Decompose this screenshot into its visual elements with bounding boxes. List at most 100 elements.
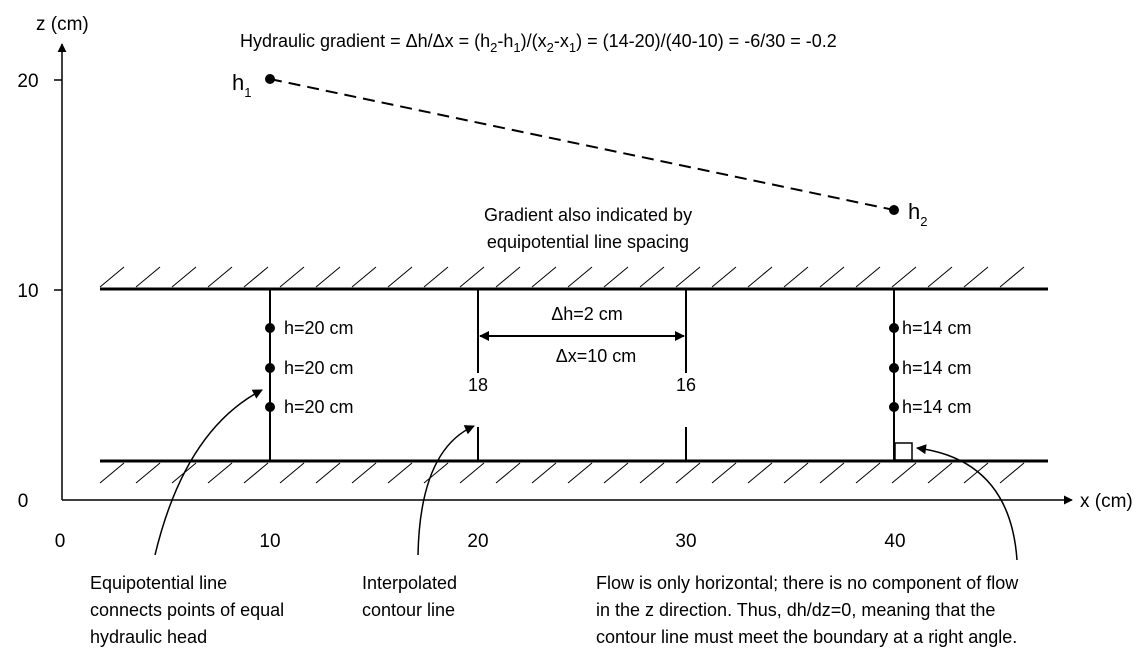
hatch-stroke xyxy=(963,462,989,484)
hatch-stroke xyxy=(747,266,773,288)
top-boundary-hatch xyxy=(99,266,1025,288)
x-tick-label: 10 xyxy=(259,531,280,552)
hatch-stroke xyxy=(423,462,449,484)
hatch-stroke xyxy=(819,266,845,288)
head-label: h=20 cm xyxy=(284,358,354,378)
x-tick-label: 40 xyxy=(884,531,905,552)
head-label: h=20 cm xyxy=(284,397,354,417)
flow-annotation: contour line must meet the boundary at a… xyxy=(596,627,1017,647)
z-tick-label: 20 xyxy=(17,71,38,92)
hatch-stroke xyxy=(171,266,197,288)
hatch-stroke xyxy=(135,266,161,288)
hatch-stroke xyxy=(243,462,269,484)
hatch-stroke xyxy=(603,462,629,484)
hatch-stroke xyxy=(999,266,1025,288)
hatch-stroke xyxy=(603,266,629,288)
hatch-stroke xyxy=(819,462,845,484)
h2-point xyxy=(889,205,899,215)
hatch-stroke xyxy=(711,266,737,288)
z-tick-label: 10 xyxy=(17,281,38,302)
z-tick-label: 0 xyxy=(18,491,29,512)
head-point xyxy=(889,402,899,412)
hatch-stroke xyxy=(207,462,233,484)
hatch-stroke xyxy=(279,266,305,288)
contour-value: 16 xyxy=(676,375,696,395)
x-axis-label: x (cm) xyxy=(1080,491,1133,512)
hatch-stroke xyxy=(387,462,413,484)
hatch-stroke xyxy=(783,266,809,288)
hatch-stroke xyxy=(855,462,881,484)
hatch-stroke xyxy=(207,266,233,288)
equipotential-annotation: Equipotential line xyxy=(90,573,227,593)
gradient-equation: Hydraulic gradient = Δh/Δx = (h2-h1)/(x2… xyxy=(240,31,837,55)
right-angle-marker xyxy=(894,442,913,461)
hatch-stroke xyxy=(675,266,701,288)
hatch-stroke xyxy=(711,462,737,484)
z-axis-label: z (cm) xyxy=(36,14,89,35)
hatch-stroke xyxy=(99,462,125,484)
interpolated-annotation: contour line xyxy=(362,600,455,620)
hatch-stroke xyxy=(639,266,665,288)
hatch-stroke xyxy=(855,266,881,288)
spacing-note: equipotential line spacing xyxy=(487,232,689,252)
h2-label: h2 xyxy=(908,199,927,229)
flow-annotation: Flow is only horizontal; there is no com… xyxy=(596,573,1019,593)
hatch-stroke xyxy=(747,462,773,484)
x-tick-label: 0 xyxy=(55,531,66,552)
hatch-stroke xyxy=(567,266,593,288)
hatch-stroke xyxy=(315,266,341,288)
hatch-stroke xyxy=(891,462,917,484)
head-point xyxy=(889,363,899,373)
hatch-stroke xyxy=(351,462,377,484)
hatch-stroke xyxy=(639,462,665,484)
spacing-note: Gradient also indicated by xyxy=(484,205,692,225)
interpolated-pointer-arrow xyxy=(417,425,475,556)
hatch-stroke xyxy=(567,462,593,484)
bottom-boundary-hatch xyxy=(99,462,1025,484)
head-label: h=20 cm xyxy=(284,318,354,338)
head-point xyxy=(889,323,899,333)
interpolated-annotation: Interpolated xyxy=(362,573,457,593)
hatch-stroke xyxy=(279,462,305,484)
hatch-stroke xyxy=(927,266,953,288)
x-tick-label: 30 xyxy=(675,531,696,552)
equipotential-annotation: hydraulic head xyxy=(90,627,207,647)
hatch-stroke xyxy=(927,462,953,484)
head-label: h=14 cm xyxy=(902,318,972,338)
head-dashed-line xyxy=(269,78,895,211)
h1-label: h1 xyxy=(232,70,251,100)
hatch-stroke xyxy=(783,462,809,484)
hatch-stroke xyxy=(531,462,557,484)
hatch-stroke xyxy=(351,266,377,288)
hatch-stroke xyxy=(963,266,989,288)
hatch-stroke xyxy=(459,266,485,288)
hatch-stroke xyxy=(999,462,1025,484)
hatch-stroke xyxy=(675,462,701,484)
hatch-stroke xyxy=(135,462,161,484)
equipotential-pointer-arrow xyxy=(154,389,263,556)
hatch-stroke xyxy=(99,266,125,288)
delta-x-label: Δx=10 cm xyxy=(556,346,637,366)
hatch-stroke xyxy=(495,266,521,288)
flow-annotation: in the z direction. Thus, dh/dz=0, meani… xyxy=(596,600,995,620)
hatch-stroke xyxy=(495,462,521,484)
hatch-stroke xyxy=(459,462,485,484)
head-point xyxy=(265,363,275,373)
head-point xyxy=(265,323,275,333)
delta-h-label: Δh=2 cm xyxy=(551,304,623,324)
contour-value: 18 xyxy=(468,375,488,395)
x-tick-label: 20 xyxy=(467,531,488,552)
flow-pointer-arrow xyxy=(916,444,1018,561)
head-label: h=14 cm xyxy=(902,397,972,417)
hatch-stroke xyxy=(387,266,413,288)
hatch-stroke xyxy=(243,266,269,288)
head-label: h=14 cm xyxy=(902,358,972,378)
hatch-stroke xyxy=(891,266,917,288)
equipotential-annotation: connects points of equal xyxy=(90,600,284,620)
h1-point xyxy=(265,74,275,84)
head-point xyxy=(265,402,275,412)
hatch-stroke xyxy=(423,266,449,288)
hatch-stroke xyxy=(531,266,557,288)
hatch-stroke xyxy=(315,462,341,484)
